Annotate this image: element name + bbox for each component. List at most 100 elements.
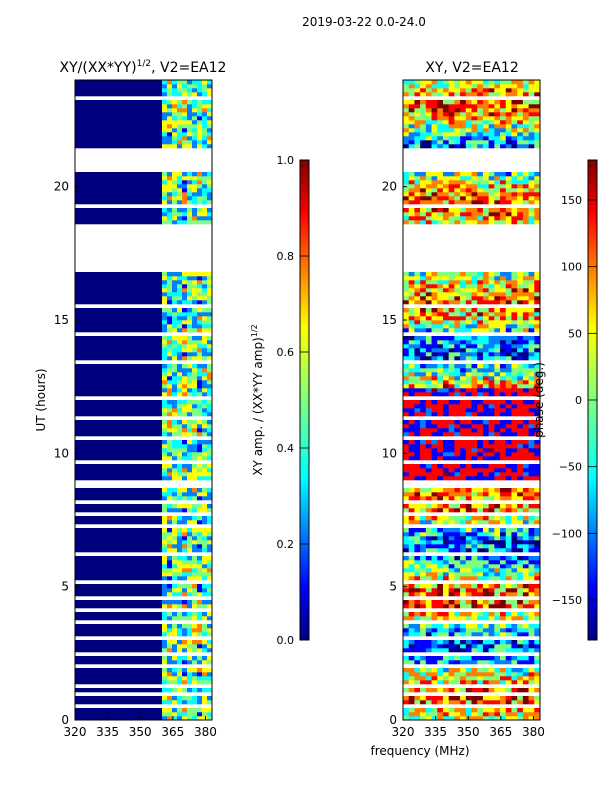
amp-cell-high [171, 536, 178, 541]
amp-cell-high [181, 296, 188, 301]
phase-cell [534, 140, 541, 145]
phase-cell [477, 196, 484, 201]
amp-cell-high [161, 560, 168, 565]
amp-cell-high [171, 140, 178, 145]
phase-cell [454, 372, 461, 377]
phase-cell [460, 320, 467, 325]
phase-cell [494, 448, 501, 453]
amp-cell-high [186, 376, 193, 381]
phase-cell [494, 492, 501, 497]
phase-cell [511, 364, 518, 369]
phase-cell [534, 316, 541, 321]
phase-cell [460, 176, 467, 181]
phase-cell [477, 660, 484, 665]
phase-cell [414, 548, 421, 553]
phase-cell [408, 212, 415, 217]
phase-cell [528, 548, 535, 553]
phase-cell [408, 668, 415, 673]
phase-cell [403, 220, 410, 225]
phase-cell [454, 444, 461, 449]
phase-cell [477, 440, 484, 445]
amp-cell-high [206, 624, 213, 629]
phase-cell [471, 80, 478, 85]
amp-cell-low [75, 604, 162, 609]
phase-cell [442, 88, 449, 93]
phase-cell [465, 320, 472, 325]
amp-cell-high [186, 488, 193, 493]
amp-cell-high [181, 656, 188, 661]
amp-cell-high [191, 336, 198, 341]
phase-cell [465, 644, 472, 649]
amp-cell-high [176, 208, 183, 213]
phase-cell [534, 104, 541, 109]
phase-cell [517, 420, 524, 425]
phase-cell [442, 532, 449, 537]
amp-cell-high [191, 540, 198, 545]
phase-cell [465, 340, 472, 345]
amp-cell-high [181, 496, 188, 501]
phase-cell [517, 432, 524, 437]
phase-cell [414, 380, 421, 385]
phase-cell [408, 440, 415, 445]
amp-cell-high [191, 376, 198, 381]
phase-cell [477, 668, 484, 673]
amp-cell-high [181, 376, 188, 381]
amp-cell-low [75, 452, 162, 457]
amp-cell-high [171, 116, 178, 121]
y-tick-label: 5 [389, 580, 397, 594]
amp-cell-high [196, 208, 203, 213]
amp-cell-high [196, 108, 203, 113]
phase-cell [460, 140, 467, 145]
amp-cell-high [181, 108, 188, 113]
phase-cell [425, 488, 432, 493]
phase-cell [517, 100, 524, 105]
phase-cell [431, 412, 438, 417]
amp-cell-high [191, 548, 198, 553]
phase-cell [425, 408, 432, 413]
amp-cell-low [75, 112, 162, 117]
amp-cell-low [75, 624, 162, 629]
phase-cell [437, 116, 444, 121]
amp-cell-high [206, 544, 213, 549]
amp-cell-high [191, 328, 198, 333]
amp-cell-low [75, 356, 162, 361]
phase-cell [437, 120, 444, 125]
phase-cell [500, 604, 507, 609]
amp-cell-high [176, 672, 183, 677]
phase-cell [460, 452, 467, 457]
phase-cell [500, 628, 507, 633]
phase-cell [517, 388, 524, 393]
phase-cell [471, 668, 478, 673]
phase-cell [494, 556, 501, 561]
phase-cell [448, 212, 455, 217]
amp-cell-high [201, 640, 208, 645]
amp-cell-high [191, 520, 198, 525]
phase-cell [477, 344, 484, 349]
phase-cell [477, 696, 484, 701]
amp-cell-high [176, 568, 183, 573]
phase-cell [528, 432, 535, 437]
amp-cell-high [171, 128, 178, 133]
phase-cell [471, 296, 478, 301]
amp-cell-high [191, 184, 198, 189]
amp-cell-high [161, 476, 168, 481]
phase-cell [454, 548, 461, 553]
phase-cell [442, 660, 449, 665]
phase-cell [414, 120, 421, 125]
phase-cell [420, 380, 427, 385]
phase-cell [534, 584, 541, 589]
phase-cell [534, 468, 541, 473]
phase-cell [408, 456, 415, 461]
phase-cell [471, 172, 478, 177]
amp-cell-high [201, 600, 208, 605]
phase-cell [482, 216, 489, 221]
phase-cell [420, 292, 427, 297]
phase-cell [477, 432, 484, 437]
phase-cell [494, 180, 501, 185]
phase-cell [425, 544, 432, 549]
amp-cell-low [75, 300, 162, 305]
phase-cell [465, 676, 472, 681]
phase-cell [465, 176, 472, 181]
amp-cell-low [75, 548, 162, 553]
amp-cell-high [186, 604, 193, 609]
